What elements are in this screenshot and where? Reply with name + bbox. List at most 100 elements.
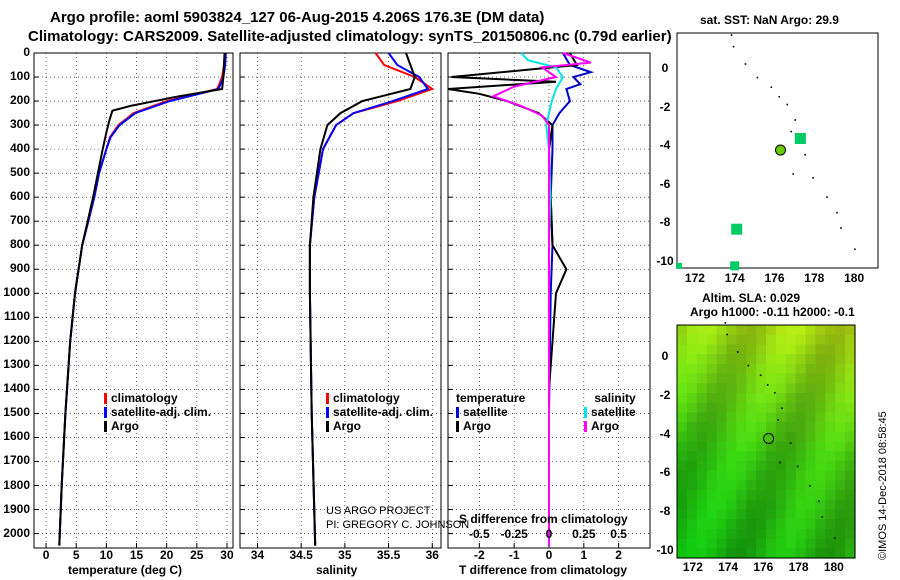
s-difference-tick-label: 0.5 xyxy=(610,527,627,541)
pressure-tick-label: 500 xyxy=(9,165,30,180)
island-dot xyxy=(744,63,747,65)
sla-cell xyxy=(835,470,846,481)
sla-cell xyxy=(736,460,747,472)
sla-cell xyxy=(756,344,767,355)
salinity-tick-label: 34 xyxy=(250,548,265,562)
sla-cell xyxy=(726,422,737,433)
legend-swatch xyxy=(104,420,107,432)
sla-cell xyxy=(746,451,757,462)
pressure-tick-label: 1900 xyxy=(3,501,30,516)
sla-cell xyxy=(686,354,698,365)
island-dot xyxy=(840,227,842,229)
sla-cell xyxy=(835,402,846,413)
temperature-legend: climatology satellite-adj. clim. Argo xyxy=(104,391,211,433)
sla-cell xyxy=(815,509,826,520)
pressure-tick-label: 800 xyxy=(9,237,30,252)
sla-cell xyxy=(677,422,688,433)
sst-lon-label: 178 xyxy=(804,271,825,285)
sla-cell xyxy=(746,325,757,336)
sla-cell xyxy=(716,325,728,336)
sla-cell xyxy=(686,431,698,443)
sla-cell xyxy=(706,480,718,491)
sla-cell xyxy=(696,325,708,336)
sla-cell xyxy=(775,373,787,384)
sla-cell xyxy=(766,325,777,336)
sla-cell xyxy=(726,412,737,423)
sla-cell xyxy=(686,548,698,559)
sla-cell xyxy=(696,402,708,413)
pressure-tick-label: 1200 xyxy=(3,333,30,348)
sla-map-title-line1: Altim. SLA: 0.029 xyxy=(702,291,801,305)
sla-cell xyxy=(775,412,787,423)
sla-cell xyxy=(716,460,728,472)
sla-cell xyxy=(726,431,737,443)
profile-location-marker xyxy=(774,144,786,156)
sla-cell xyxy=(785,480,797,491)
sla-cell xyxy=(716,402,728,413)
sla-cell xyxy=(785,363,797,375)
island-dot xyxy=(836,211,838,214)
sla-cell xyxy=(746,509,757,520)
sla-cell xyxy=(677,393,688,404)
sla-cell xyxy=(766,441,777,452)
pi-annotation: PI: GREGORY C. JOHNSON xyxy=(326,519,470,531)
island-dot xyxy=(724,322,727,324)
sla-cell xyxy=(815,373,826,384)
sla-cell xyxy=(835,509,846,520)
t-difference-tick-label: -2 xyxy=(474,548,485,562)
sla-cell xyxy=(716,412,728,423)
sla-cell xyxy=(686,470,698,481)
sla-cell xyxy=(736,354,747,365)
sst-lat-label: -4 xyxy=(659,138,671,153)
island-dot xyxy=(786,103,789,106)
sla-cell xyxy=(845,354,856,365)
sla-cell xyxy=(736,393,747,404)
sla-cell xyxy=(696,519,708,530)
sla-cell xyxy=(726,441,737,452)
legend-item-climatology: climatology xyxy=(104,391,211,405)
sla-cell xyxy=(696,373,708,384)
sla-cell xyxy=(756,490,767,501)
sla-cell xyxy=(756,412,767,423)
island-dot xyxy=(777,419,780,421)
sla-lon-label: 176 xyxy=(753,560,774,574)
sla-cell xyxy=(726,334,737,345)
sla-cell xyxy=(706,412,718,423)
sla-cell xyxy=(756,393,767,404)
sla-cell xyxy=(845,548,856,559)
sla-cell xyxy=(756,383,767,394)
sla-cell xyxy=(815,334,826,345)
sla-cell xyxy=(736,528,747,540)
sla-cell xyxy=(845,363,856,375)
sla-lon-label: 174 xyxy=(718,560,739,574)
s-difference-legend: salinity satellite Argo xyxy=(584,391,636,433)
sla-cell xyxy=(766,480,777,491)
sla-cell xyxy=(746,422,757,433)
sla-cell xyxy=(736,509,747,520)
sla-cell xyxy=(835,383,846,394)
island-dot xyxy=(817,500,820,503)
island-dot xyxy=(730,34,733,36)
sla-cell xyxy=(845,480,856,491)
island-dot xyxy=(789,442,792,444)
sla-cell xyxy=(835,363,846,375)
sla-cell xyxy=(746,519,757,530)
sla-cell xyxy=(716,470,728,481)
sla-cell xyxy=(726,402,737,413)
sla-cell xyxy=(746,393,757,404)
sst-lon-label: 172 xyxy=(684,271,705,285)
sla-cell xyxy=(677,460,688,472)
sla-cell xyxy=(835,460,846,472)
sla-cell xyxy=(686,528,698,540)
sla-cell xyxy=(775,393,787,404)
sla-cell xyxy=(756,528,767,540)
sla-cell xyxy=(686,499,698,511)
map-frame xyxy=(676,32,879,269)
sla-cell xyxy=(716,528,728,540)
sla-cell xyxy=(756,538,767,549)
sla-cell xyxy=(677,441,688,452)
sla-cell xyxy=(766,393,777,404)
sla-cell xyxy=(795,363,807,375)
sla-cell xyxy=(766,509,777,520)
salinity-tick-label: 36 xyxy=(425,548,439,562)
